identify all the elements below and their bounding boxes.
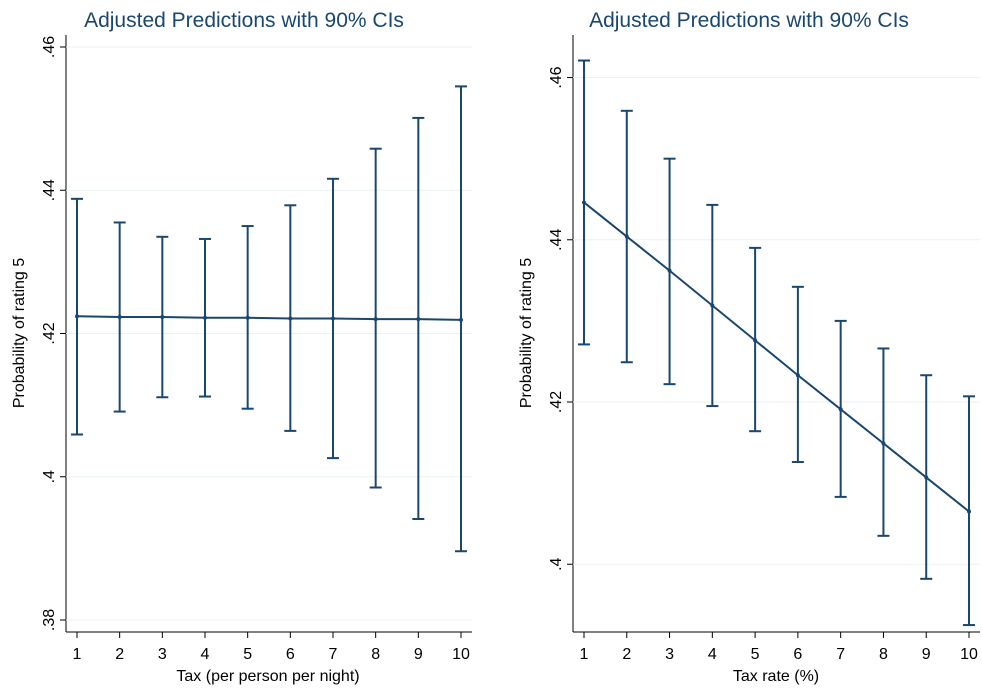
left-x-tick-label: 3 (158, 646, 167, 663)
right-x-ticks: 1 2 3 4 5 6 7 8 9 10 (580, 632, 978, 663)
left-prediction-point (331, 316, 335, 321)
left-prediction-point (117, 315, 122, 320)
left-y-tick-label: .38 (41, 609, 58, 631)
left-prediction-point (416, 317, 421, 322)
right-x-tick-label: 7 (836, 646, 845, 663)
left-y-tick-label: .42 (41, 322, 58, 344)
right-y-axis-label: Probability of rating 5 (518, 258, 535, 408)
right-prediction-point (582, 200, 586, 205)
left-x-tick-label: 5 (243, 646, 252, 663)
right-prediction-point (753, 338, 758, 343)
right-prediction-point (967, 509, 971, 514)
left-x-ticks: 1 2 3 4 5 6 7 8 9 10 (73, 632, 470, 663)
right-x-tick-label: 5 (751, 646, 760, 663)
left-prediction-point (373, 317, 378, 322)
left-prediction-point (288, 316, 293, 321)
right-prediction-point (710, 303, 715, 308)
right-x-tick-label: 4 (708, 646, 717, 663)
right-y-tick-label: .44 (548, 229, 565, 251)
right-confidence-intervals (578, 59, 975, 627)
right-prediction-polyline (583, 201, 970, 513)
left-x-tick-label: 7 (329, 646, 338, 663)
right-prediction-point (624, 234, 629, 239)
right-chart-panel: Adjusted Predictions with 90% CIs Tax ra… (518, 9, 980, 685)
left-x-tick-label: 9 (414, 646, 423, 663)
left-chart-title: Adjusted Predictions with 90% CIs (84, 9, 404, 32)
right-y-tick-label: .46 (548, 66, 565, 88)
right-x-tick-label: 6 (793, 646, 802, 663)
left-x-tick-label: 1 (73, 646, 82, 663)
left-chart-panel: Adjusted Predictions with 90% CIs Tax (p… (11, 9, 472, 685)
right-y-ticks: .4 .42 .44 .46 (548, 66, 573, 571)
left-prediction-line (75, 314, 463, 322)
left-prediction-point (203, 315, 207, 320)
left-y-ticks: .38 .4 .42 .44 .46 (41, 36, 66, 631)
left-x-tick-label: 2 (115, 646, 124, 663)
left-y-tick-label: .46 (41, 36, 58, 58)
right-prediction-point (795, 373, 800, 378)
right-prediction-point (667, 268, 672, 273)
right-x-tick-label: 10 (960, 646, 978, 663)
left-prediction-point (160, 315, 165, 320)
left-prediction-point (459, 317, 463, 322)
right-y-tick-label: .42 (548, 391, 565, 413)
left-y-tick-label: .4 (41, 470, 58, 483)
right-prediction-point (838, 407, 843, 412)
right-prediction-point (924, 475, 929, 480)
right-chart-title: Adjusted Predictions with 90% CIs (589, 9, 909, 32)
left-x-tick-label: 6 (286, 646, 295, 663)
right-prediction-point (881, 441, 886, 446)
left-prediction-polyline (76, 315, 462, 321)
left-y-tick-label: .44 (41, 179, 58, 201)
left-x-tick-label: 8 (371, 646, 380, 663)
left-x-tick-label: 10 (452, 646, 470, 663)
right-y-tick-label: .4 (548, 557, 565, 570)
right-prediction-line (582, 200, 971, 514)
left-y-axis-label: Probability of rating 5 (11, 258, 28, 408)
left-prediction-point (75, 314, 79, 319)
right-x-tick-label: 2 (622, 646, 631, 663)
left-gridlines (66, 46, 472, 621)
left-prediction-point (245, 315, 250, 320)
right-x-tick-label: 1 (580, 646, 589, 663)
left-x-axis-label: Tax (per person per night) (176, 668, 359, 685)
right-x-tick-label: 9 (922, 646, 931, 663)
right-x-tick-label: 8 (879, 646, 888, 663)
right-x-axis-label: Tax rate (%) (733, 668, 819, 685)
left-x-tick-label: 4 (201, 646, 210, 663)
right-gridlines (573, 77, 980, 565)
right-x-tick-label: 3 (665, 646, 674, 663)
